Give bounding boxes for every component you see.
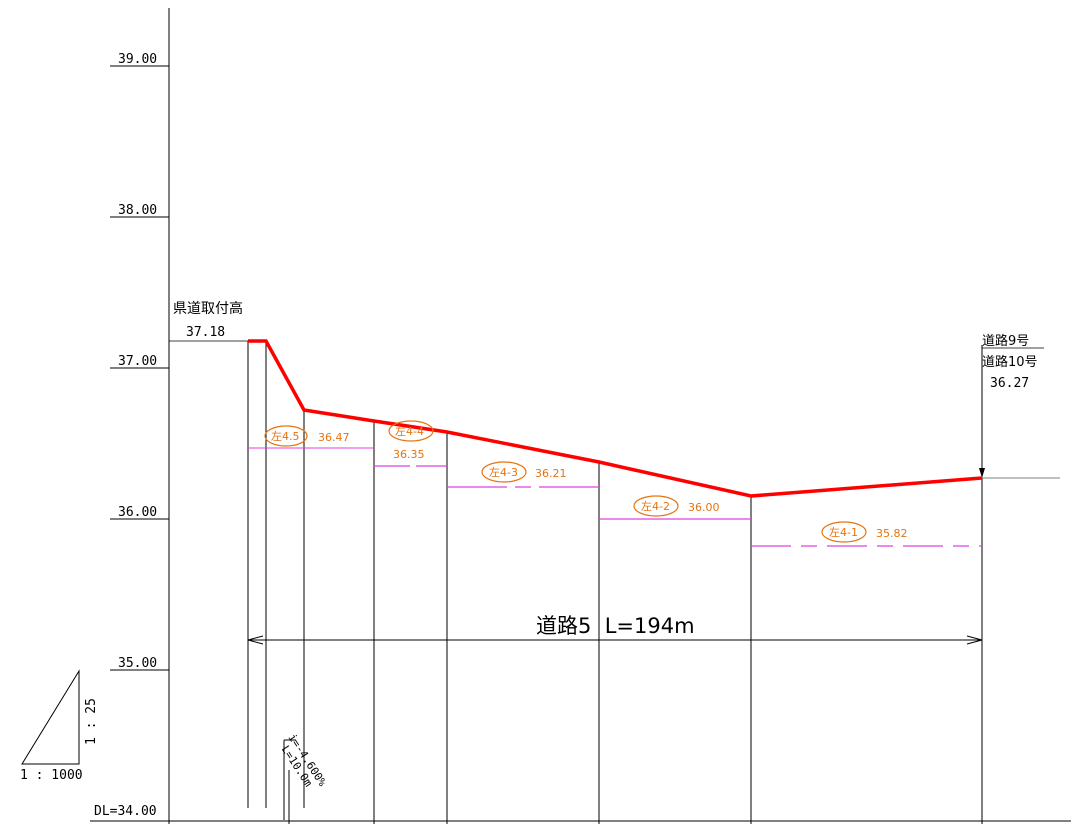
end-point-arrow-icon (979, 468, 985, 478)
start-point-label: 県道取付高 (173, 300, 243, 317)
marker-tag-ellipse (264, 425, 308, 447)
scale-vertical-label: 1 : 25 (84, 698, 99, 745)
marker-tag: 左4-2 (641, 500, 670, 513)
marker-tag: 左4.5 (271, 430, 300, 443)
scale-triangle-icon (21, 669, 80, 765)
marker-tag-ellipse (388, 420, 434, 442)
road-profile-line (248, 339, 983, 498)
slope-annotation: i=-4.600% L=10.0m (279, 732, 329, 790)
marker-tag-ellipse (821, 521, 867, 543)
tick-label-37: 37.00 (118, 354, 157, 369)
marker-tag-ellipse (633, 495, 679, 517)
tick-label-39: 39.00 (118, 52, 157, 67)
marker-value: 36.47 (318, 431, 350, 444)
marker-value: 36.21 (535, 467, 567, 480)
scale-vertical: 1 : 25 (84, 698, 99, 745)
road-length-title: 道路5 L=194m (536, 614, 695, 638)
scale-horizontal-label: 1 : 1000 (20, 768, 83, 783)
arrow-left-icon (247, 635, 264, 645)
end-point-label-2: 道路10号 (982, 354, 1038, 370)
tick-label-35: 35.00 (118, 656, 157, 671)
marker-tag: 左4-1 (829, 526, 858, 539)
datum-label: DL=34.00 (94, 804, 157, 819)
tick-label-36: 36.00 (118, 505, 157, 520)
end-point-label-1: 道路9号 (982, 333, 1029, 349)
end-point-value: 36.27 (990, 376, 1029, 391)
marker-tag-ellipse (481, 461, 527, 483)
arrow-right-icon (966, 635, 983, 645)
marker-value: 35.82 (876, 527, 908, 540)
start-point-value: 37.18 (186, 325, 225, 340)
marker-tag: 左4-3 (489, 466, 518, 479)
tick-label-38: 38.00 (118, 203, 157, 218)
marker-tag: 左4-4 (395, 425, 424, 438)
marker-value: 36.35 (393, 448, 425, 461)
marker-value: 36.00 (688, 501, 720, 514)
